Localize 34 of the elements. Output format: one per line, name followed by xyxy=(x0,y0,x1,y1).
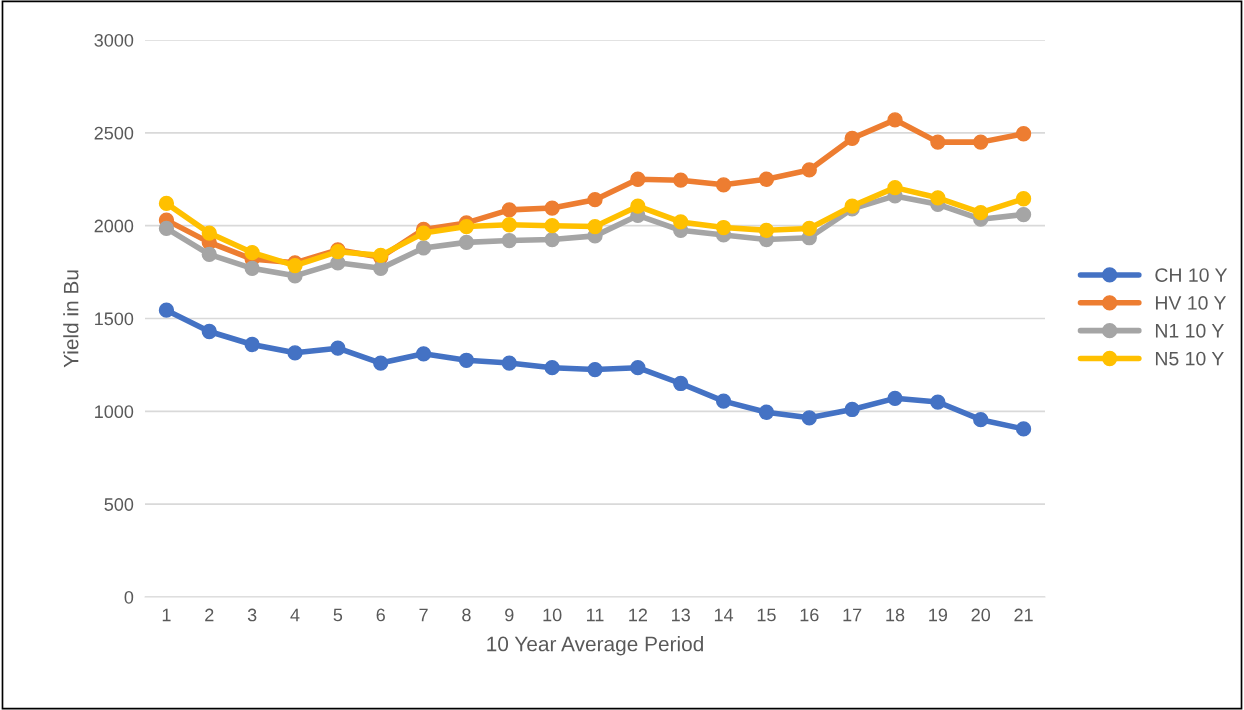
x-tick-label: 19 xyxy=(929,608,948,622)
x-tick-label: 13 xyxy=(672,608,690,622)
x-tick-label: 15 xyxy=(757,608,776,622)
x-tick-label: 20 xyxy=(971,608,991,622)
y-axis-title: Yield in Bu xyxy=(63,270,79,368)
x-tick-label: 9 xyxy=(505,608,514,622)
y-tick-label: 2500 xyxy=(94,126,134,140)
legend-label: CH 10 Y xyxy=(1155,268,1228,282)
x-tick-label: 10 xyxy=(543,608,562,622)
x-tick-label: 5 xyxy=(333,608,343,622)
x-tick-label: 6 xyxy=(376,608,385,622)
x-tick-label: 7 xyxy=(419,608,428,622)
x-tick-label: 16 xyxy=(800,608,819,622)
x-tick-label: 17 xyxy=(843,608,862,622)
x-tick-label: 1 xyxy=(162,608,171,622)
x-tick-label: 21 xyxy=(1014,608,1033,622)
y-tick-label: 1000 xyxy=(95,405,134,419)
x-axis-title: 10 Year Average Period xyxy=(487,636,703,656)
legend-label: N1 10 Y xyxy=(1155,323,1224,338)
x-tick-label: 14 xyxy=(714,608,734,622)
x-tick-label: 8 xyxy=(462,608,471,622)
x-tick-label: 18 xyxy=(886,608,905,622)
legend-label: HV 10 Y xyxy=(1155,296,1227,310)
x-tick-label: 2 xyxy=(205,608,214,622)
y-tick-label: 1500 xyxy=(95,312,134,326)
x-tick-label: 4 xyxy=(290,608,300,622)
y-tick-label: 3000 xyxy=(94,33,134,47)
x-tick-label: 3 xyxy=(247,608,257,622)
legend-label: N5 10 Y xyxy=(1155,351,1224,366)
y-tick-label: 0 xyxy=(124,590,134,604)
x-tick-label: 11 xyxy=(587,608,604,622)
y-tick-label: 500 xyxy=(104,498,134,511)
x-tick-label: 12 xyxy=(629,608,647,622)
y-tick-label: 2000 xyxy=(94,219,134,233)
